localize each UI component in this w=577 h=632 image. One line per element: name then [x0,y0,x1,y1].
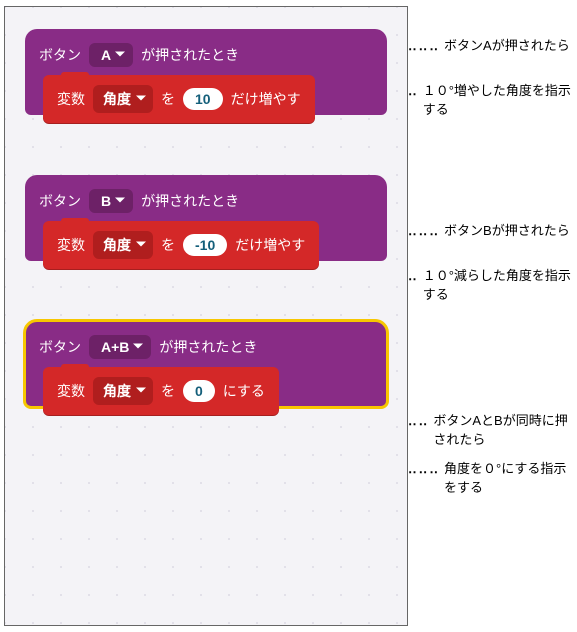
block-notch [61,364,89,370]
annotation-text: ボタンAが押されたら [444,37,570,56]
variable-dropdown[interactable]: 角度 [93,85,153,113]
button-dropdown[interactable]: A+B [89,335,151,359]
block-notch [61,218,89,224]
annotation-text: １０°減らした角度を指示する [423,267,573,305]
block-notch [61,72,89,78]
hat-prefix: ボタン [39,337,81,357]
annotation-text: ボタンBが押されたら [444,222,570,241]
annotation: ‥ １０°減らした角度を指示する [408,267,573,305]
kw-wo: を [161,89,175,109]
annotation: ‥‥‥ ボタンAが押されたら [408,37,570,56]
kw-action: にする [223,381,265,401]
hat-row: ボタン A が押されたとき [39,43,373,67]
variable-dropdown[interactable]: 角度 [93,377,153,405]
event-block-b[interactable]: ボタン B が押されたとき 変数 角度 を -10 だけ増やす [25,175,387,261]
hat-suffix: が押されたとき [141,191,239,211]
kw-wo: を [161,381,175,401]
annotation-text: 角度を０°にする指示をする [444,460,573,498]
kw-variable: 変数 [57,89,85,109]
hat-suffix: が押されたとき [141,45,239,65]
annotation-text: １０°増やした角度を指示する [423,82,573,120]
leader-dots: ‥ [408,82,419,101]
leader-dots: ‥‥ [408,412,429,431]
value-input[interactable]: -10 [183,234,227,256]
annotation: ‥‥‥ ボタンBが押されたら [408,222,570,241]
hat-suffix: が押されたとき [159,337,257,357]
annotation-text: ボタンAとBが同時に押されたら [433,412,573,450]
variable-dropdown[interactable]: 角度 [93,231,153,259]
kw-action: だけ増やす [231,89,301,109]
kw-wo: を [161,235,175,255]
variable-change-block[interactable]: 変数 角度 を -10 だけ増やす [43,221,319,269]
kw-variable: 変数 [57,235,85,255]
annotation-column: ‥‥‥ ボタンAが押されたら ‥ １０°増やした角度を指示する ‥‥‥ ボタンB… [408,6,573,626]
kw-variable: 変数 [57,381,85,401]
button-dropdown[interactable]: B [89,189,133,213]
kw-action: だけ増やす [235,235,305,255]
variable-set-block[interactable]: 変数 角度 を 0 にする [43,367,279,415]
leader-dots: ‥‥‥ [408,222,440,241]
event-block-a[interactable]: ボタン A が押されたとき 変数 角度 を 10 だけ増やす [25,29,387,115]
button-dropdown[interactable]: A [89,43,133,67]
leader-dots: ‥ [408,267,419,286]
block-canvas: ボタン A が押されたとき 変数 角度 を 10 だけ増やす ボタン B が押さ… [4,6,408,626]
hat-row: ボタン A+B が押されたとき [39,335,373,359]
hat-prefix: ボタン [39,45,81,65]
hat-row: ボタン B が押されたとき [39,189,373,213]
hat-prefix: ボタン [39,191,81,211]
value-input[interactable]: 0 [183,380,215,402]
leader-dots: ‥‥‥ [408,37,440,56]
leader-dots: ‥‥‥ [408,460,440,479]
event-block-ab[interactable]: ボタン A+B が押されたとき 変数 角度 を 0 にする [25,321,387,407]
annotation: ‥‥ ボタンAとBが同時に押されたら [408,412,573,450]
annotation: ‥‥‥ 角度を０°にする指示をする [408,460,573,498]
annotation: ‥ １０°増やした角度を指示する [408,82,573,120]
value-input[interactable]: 10 [183,88,223,110]
variable-change-block[interactable]: 変数 角度 を 10 だけ増やす [43,75,315,123]
